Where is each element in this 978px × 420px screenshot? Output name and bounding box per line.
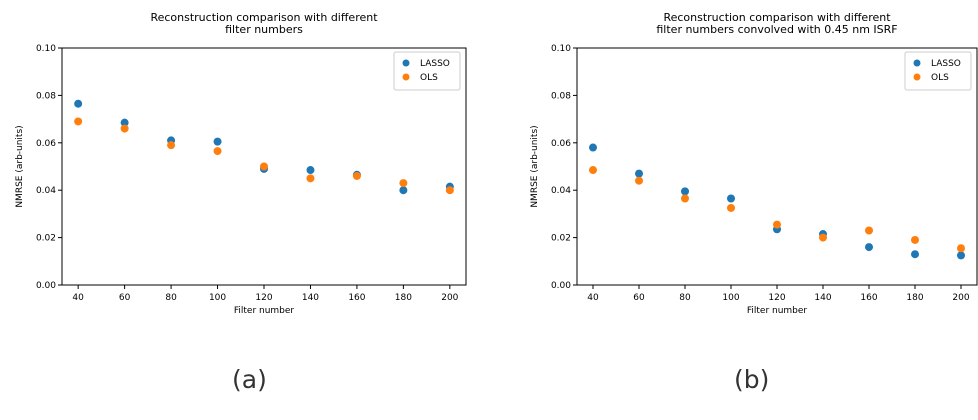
data-point-ols: [306, 174, 315, 183]
legend-label: LASSO: [931, 59, 961, 69]
data-point-ols: [635, 176, 643, 185]
data-point-ols: [773, 220, 781, 229]
x-tick-label: 180: [395, 293, 412, 303]
x-tick-label: 60: [633, 293, 645, 303]
legend-label: OLS: [420, 73, 438, 83]
x-tick-label: 160: [348, 293, 365, 303]
data-point-ols: [445, 186, 454, 195]
x-tick-label: 40: [587, 293, 599, 303]
legend-marker-ols: [402, 73, 410, 81]
chart-title-line: Reconstruction comparison with different: [663, 11, 891, 24]
data-point-lasso: [957, 251, 965, 260]
y-tick-label: 0.04: [36, 186, 56, 196]
caption-b: (b): [734, 365, 770, 394]
data-point-ols: [911, 235, 919, 244]
x-axis-label: Filter number: [234, 306, 295, 316]
y-axis-label: NMRSE (arb-units): [15, 125, 25, 207]
y-tick-label: 0.00: [36, 281, 56, 291]
data-point-ols: [213, 147, 222, 156]
legend: LASSO OLS: [393, 51, 461, 91]
data-point-ols: [819, 233, 827, 242]
legend-marker-ols: [913, 73, 921, 81]
chart-title-line: filter numbers convolved with 0.45 nm IS…: [656, 23, 897, 36]
y-tick-label: 0.02: [36, 234, 56, 244]
data-point-ols: [957, 244, 965, 253]
x-tick-label: 80: [679, 293, 691, 303]
data-point-lasso: [635, 169, 643, 178]
x-tick-label: 100: [209, 293, 226, 303]
chart-title-line: filter numbers: [225, 23, 303, 36]
data-point-lasso: [399, 186, 408, 195]
data-point-lasso: [911, 250, 919, 259]
data-point-lasso: [589, 143, 597, 152]
chart-b: Reconstruction comparison with different…: [530, 11, 978, 316]
x-tick-label: 100: [722, 293, 739, 303]
caption-a: (a): [232, 365, 267, 394]
x-axis-label: Filter number: [747, 306, 808, 316]
legend-box: [904, 51, 972, 91]
legend-marker-lasso: [402, 59, 410, 67]
x-tick-label: 140: [302, 293, 319, 303]
legend-label: LASSO: [420, 59, 450, 69]
y-tick-label: 0.08: [36, 91, 56, 101]
x-tick-label: 200: [952, 293, 969, 303]
y-tick-label: 0.10: [551, 44, 571, 54]
x-tick-label: 80: [165, 293, 177, 303]
x-tick-label: 160: [860, 293, 877, 303]
data-point-ols: [260, 162, 268, 171]
data-point-ols: [681, 194, 689, 203]
data-point-ols: [167, 141, 176, 150]
x-tick-label: 140: [814, 293, 831, 303]
y-tick-label: 0.04: [551, 186, 571, 196]
data-point-lasso: [727, 194, 735, 203]
data-point-ols: [589, 166, 597, 175]
x-tick-label: 60: [119, 293, 131, 303]
chart-title-line: Reconstruction comparison with different: [150, 11, 378, 24]
y-tick-label: 0.10: [36, 44, 56, 54]
data-point-lasso: [120, 118, 129, 127]
data-point-ols: [74, 117, 83, 126]
legend-box: [393, 51, 461, 91]
data-point-lasso: [74, 99, 83, 108]
x-tick-label: 40: [72, 293, 84, 303]
legend-marker-lasso: [913, 59, 921, 67]
data-point-ols: [120, 124, 129, 133]
data-point-ols: [865, 226, 873, 235]
legend-label: OLS: [931, 73, 949, 83]
data-point-lasso: [865, 243, 873, 252]
data-point-lasso: [306, 166, 315, 175]
data-point-ols: [727, 203, 735, 212]
chart-panel-a: Reconstruction comparison with different…: [15, 11, 467, 316]
y-tick-label: 0.02: [551, 234, 571, 244]
x-tick-label: 200: [441, 293, 458, 303]
y-tick-label: 0.06: [551, 139, 571, 149]
data-point-lasso: [213, 137, 222, 146]
chart-a: Reconstruction comparison with different…: [15, 11, 467, 316]
chart-panel-b: Reconstruction comparison with different…: [489, 0, 978, 420]
y-tick-label: 0.08: [551, 91, 571, 101]
y-axis-label: NMRSE (arb-units): [530, 125, 540, 207]
data-point-lasso: [681, 187, 689, 196]
legend: LASSO OLS: [904, 51, 972, 91]
data-point-ols: [399, 179, 408, 188]
y-tick-label: 0.06: [36, 139, 56, 149]
x-tick-label: 180: [906, 293, 923, 303]
y-tick-label: 0.00: [551, 281, 571, 291]
data-point-ols: [352, 171, 361, 180]
x-tick-label: 120: [255, 293, 272, 303]
x-tick-label: 120: [768, 293, 785, 303]
